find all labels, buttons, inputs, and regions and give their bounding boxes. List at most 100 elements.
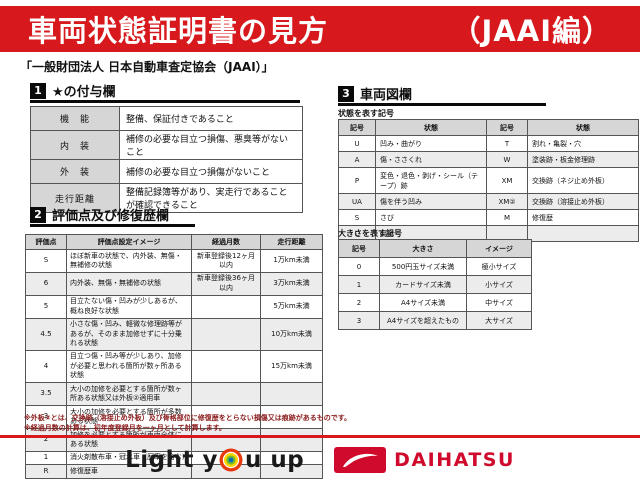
column-header: 走行距離 — [260, 234, 323, 250]
section1-title: ★の付与欄 — [52, 85, 116, 100]
size-table-caption: 大きさを表す記号 — [338, 229, 402, 238]
table-row: C 腐食 — [338, 225, 639, 242]
table-cell — [191, 317, 261, 351]
table-cell: 小さな傷・凹み、軽微な修理跡等があるが、そのまま加修せずに十分乗れる状態 — [66, 317, 192, 351]
table-row: A 傷・ささくれ W 塗装跡・板金修理跡 — [338, 151, 639, 168]
slogan-text-left: Light y — [125, 447, 218, 473]
table-row: S ほぼ新車の状態で、内外装、無傷・無補修の状態 新車登録後12ヶ月以内 1万km未満 — [25, 249, 323, 273]
table-cell: 新車登録後12ヶ月以内 — [191, 249, 261, 273]
table-cell: 小サイズ — [466, 275, 532, 294]
table-cell: 4.5 — [25, 317, 67, 351]
section2-number-badge: 2 — [30, 206, 46, 223]
table-cell: 目立たない傷・凹みが少しあるが、概ね良好な状態 — [66, 294, 192, 319]
table-cell: 5万km未満 — [260, 294, 323, 319]
table-cell: U — [338, 135, 376, 152]
table-row: 3 A4サイズを超えたもの 大サイズ — [338, 311, 532, 330]
footer: Light y u up DAIHATSU — [0, 441, 640, 479]
table-cell: 塗装跡・板金修理跡 — [527, 151, 639, 168]
table-cell: 整備、保証付きであること — [119, 106, 303, 131]
table-cell — [191, 294, 261, 319]
column-header: 評価点 — [25, 234, 67, 250]
table-cell: 1万km未満 — [260, 249, 323, 273]
table-row: 外 装補修の必要な目立つ損傷がないこと — [30, 159, 303, 184]
section3-number-badge: 3 — [338, 85, 354, 102]
daihatsu-logo: DAIHATSU — [334, 447, 515, 473]
section2-title: 評価点及び修復歴欄 — [52, 209, 170, 224]
table-cell: S — [338, 209, 376, 226]
state-symbol-table: 記号 状態 記号 状態 U 凹み・曲がり T 割れ・亀裂・穴 A 傷・ささくれ W 塗装跡・板金修理… — [338, 119, 639, 242]
table-row: 3 大小の加修を必要とする箇所が多数ある状態 — [25, 405, 323, 429]
table-row: P 変色・退色・剥げ・シール（テープ）跡 XM 交換跡（ネジ止め外板） — [338, 167, 639, 194]
table-cell: P — [338, 167, 376, 194]
table-cell: 3.5 — [25, 382, 67, 407]
table-cell: XM — [486, 167, 528, 194]
column-header: 評価点設定イメージ — [66, 234, 192, 250]
table-row: 1 カードサイズ未満 小サイズ — [338, 275, 532, 294]
table-cell: 補修の必要な目立つ損傷、悪臭等がないこと — [119, 130, 303, 160]
table-cell: 整備記録簿等があり、実走行であることが確認できること — [119, 183, 303, 213]
table-cell: 目立つ傷・凹み等が少しあり、加修が必要と思われる箇所が数ヶ所ある状態 — [66, 349, 192, 384]
section3-title: 車両図欄 — [360, 88, 413, 103]
star-criteria-table: 機 能整備、保証付きであること内 装補修の必要な目立つ損傷、悪臭等がないこと外 … — [30, 106, 303, 213]
slogan-text-right: u up — [244, 447, 305, 473]
table-cell: 15万km未満 — [260, 349, 323, 384]
page-title: 車両状態証明書の見方 — [28, 14, 329, 48]
table-cell: 内外装、無傷・無補修の状態 — [66, 271, 192, 296]
footnotes: ※外板②とは、交換跡（溶接止め外板）及び骨格部位に修復歴をとらない損傷又は痕跡が… — [24, 414, 351, 434]
table-header-row: 評価点 評価点設定イメージ 経過月数 走行距離 — [25, 234, 323, 250]
table-cell: 新車登録後36ヶ月以内 — [191, 271, 261, 296]
column-header: 記号 — [338, 239, 380, 258]
table-row: 4.5 小さな傷・凹み、軽微な修理跡等があるが、そのまま加修せずに十分乗れる状態 1… — [25, 317, 323, 351]
state-table-caption: 状態を表す記号 — [338, 109, 394, 118]
table-row: R 修復歴車 — [25, 464, 323, 479]
organization-line: 「一般財団法人 日本自動車査定協会（JAAI）」 — [20, 60, 274, 74]
table-cell: 交換跡（ネジ止め外板） — [527, 167, 639, 194]
table-cell: 3 — [338, 311, 380, 330]
table-cell: 大小の加修を必要とする箇所が数ヶ所ある状態又は外板②適用車 — [66, 382, 192, 407]
column-header: 記号 — [338, 119, 376, 136]
table-cell: 中サイズ — [466, 293, 532, 312]
table-cell: A4サイズ未満 — [379, 293, 467, 312]
table-cell — [260, 382, 323, 407]
section1-number-badge: 1 — [30, 82, 46, 99]
footer-divider — [0, 435, 640, 438]
page-title-edition: （JAAI編） — [451, 14, 612, 48]
table-cell: 3万km未満 — [260, 271, 323, 296]
table-cell: 傷・ささくれ — [375, 151, 487, 168]
table-cell — [527, 225, 639, 242]
table-cell: 補修の必要な目立つ損傷がないこと — [119, 159, 303, 184]
table-cell: 割れ・亀裂・穴 — [527, 135, 639, 152]
table-row: S さび M 修復歴 — [338, 209, 639, 226]
table-row: 機 能整備、保証付きであること — [30, 106, 303, 131]
table-row: 3.5 大小の加修を必要とする箇所が数ヶ所ある状態又は外板②適用車 — [25, 382, 323, 407]
table-row: UA 傷を伴う凹み XM② 交換跡（溶接止め外板） — [338, 193, 639, 210]
table-row: U 凹み・曲がり T 割れ・亀裂・穴 — [338, 135, 639, 152]
table-cell — [260, 464, 323, 479]
table-cell: 10万km未満 — [260, 317, 323, 351]
table-header-row: 記号 大きさ イメージ — [338, 239, 532, 258]
table-cell: 500円玉サイズ未満 — [379, 257, 467, 276]
target-o-icon — [219, 448, 243, 472]
table-cell: 傷を伴う凹み — [375, 193, 487, 210]
table-row: 2加修を必要とする箇所が車両全体にある状態 — [25, 428, 323, 452]
daihatsu-mark-icon — [334, 447, 387, 473]
table-cell: T — [486, 135, 528, 152]
light-you-up-logo: Light y u up — [125, 447, 304, 473]
table-cell: A — [338, 151, 376, 168]
footnote-line: ※経過月数の計算は、初年度登録月を一ヶ月として計算します。 — [24, 423, 226, 432]
table-cell: 変色・退色・剥げ・シール（テープ）跡 — [375, 167, 487, 194]
column-header: イメージ — [466, 239, 532, 258]
section2-underline — [30, 224, 195, 227]
table-row: 内 装補修の必要な目立つ損傷、悪臭等がないこと — [30, 130, 303, 160]
column-header: 記号 — [486, 119, 528, 136]
table-cell: さび — [375, 209, 487, 226]
table-cell: UA — [338, 193, 376, 210]
column-header: 大きさ — [379, 239, 467, 258]
table-header-row: 記号 状態 記号 状態 — [338, 119, 639, 136]
table-cell: 交換跡（溶接止め外板） — [527, 193, 639, 210]
table-row: 4 目立つ傷・凹み等が少しあり、加修が必要と思われる箇所が数ヶ所ある状態 15万km… — [25, 349, 323, 384]
section1-header: 1 ★の付与欄 — [30, 82, 116, 100]
table-cell: 機 能 — [30, 106, 120, 131]
section1-underline — [30, 100, 300, 103]
